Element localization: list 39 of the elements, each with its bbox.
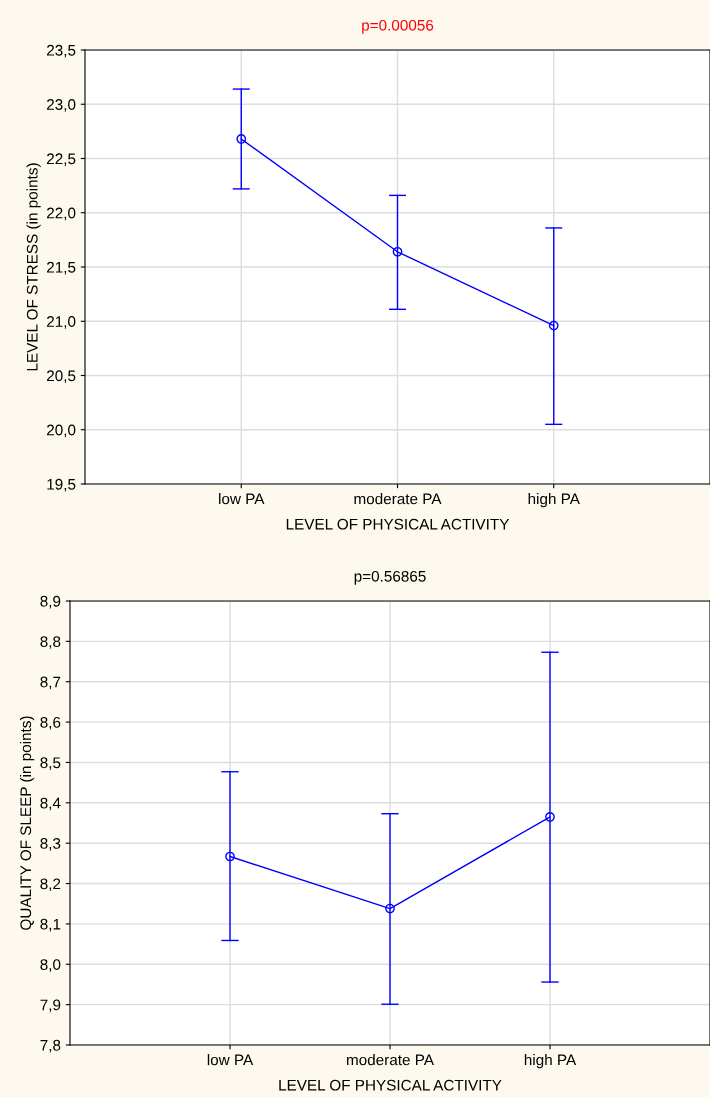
y-tick-label: 7,8 <box>40 1039 61 1053</box>
x-tick-label: low PA <box>219 493 265 505</box>
point <box>236 134 247 144</box>
chart-title: p=0.56865 <box>354 570 426 585</box>
point <box>225 851 235 862</box>
chart-title: p=0.00056 <box>362 19 434 34</box>
x-tick-label: moderate PA <box>354 493 442 505</box>
x-tick-label: moderate PA <box>347 1054 434 1066</box>
x-axis-title: LEVEL OF PHYSICAL ACTIVITY <box>279 1079 502 1091</box>
y-tick-label: 8,0 <box>40 959 61 972</box>
y-tick-label: 22,0 <box>47 207 76 221</box>
y-tick-label: 8,6 <box>40 716 61 730</box>
y-tick-label: 8,5 <box>40 757 61 770</box>
y-axis-title: QUALITY OF SLEEP (in points) <box>19 716 35 930</box>
x-tick-label: high PA <box>524 1054 577 1069</box>
point <box>392 246 403 257</box>
y-tick-label: 8,4 <box>40 797 61 811</box>
y-tick-label: 21,0 <box>47 316 76 329</box>
y-tick-label: 8,3 <box>40 838 61 851</box>
y-tick-label: 8,9 <box>40 595 61 609</box>
y-tick-label: 22,5 <box>47 153 76 166</box>
point <box>548 320 559 331</box>
y-axis-title: LEVEL OF STRESS (in points) <box>26 163 41 371</box>
y-tick-label: 23,5 <box>47 44 76 58</box>
y-tick-label: 8,8 <box>40 636 61 649</box>
y-tick-label: 8,7 <box>40 676 61 690</box>
point <box>385 903 395 914</box>
y-tick-label: 7,9 <box>40 999 61 1013</box>
y-tick-label: 8,1 <box>40 918 61 932</box>
y-tick-label: 19,5 <box>47 478 76 492</box>
y-tick-label: 20,5 <box>47 370 76 383</box>
y-tick-label: 23,0 <box>47 99 76 112</box>
y-tick-label: 20,0 <box>47 424 76 438</box>
y-tick-label: 21,5 <box>47 261 76 275</box>
x-tick-label: high PA <box>528 493 580 508</box>
x-axis-title: LEVEL OF PHYSICAL ACTIVITY <box>286 518 510 530</box>
y-tick-label: 8,2 <box>40 878 61 892</box>
point <box>545 812 555 822</box>
x-tick-label: low PA <box>207 1054 254 1066</box>
